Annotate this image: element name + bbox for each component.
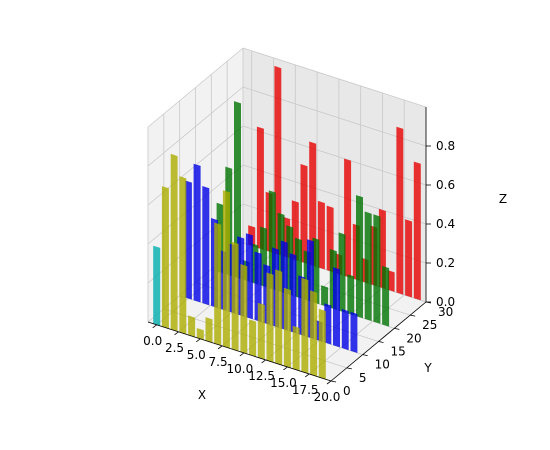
x-tick	[326, 380, 332, 385]
x-tick-label: 15.0	[270, 376, 297, 390]
bar	[312, 237, 320, 305]
bar	[289, 253, 297, 334]
x-tick	[174, 331, 179, 336]
bar	[344, 158, 352, 278]
y-tick-label: 15	[391, 345, 406, 359]
bar	[300, 164, 308, 264]
x-tick	[239, 352, 245, 357]
x-tick	[152, 324, 157, 329]
x-tick-label: 2.5	[165, 341, 184, 355]
y-tick	[330, 380, 337, 383]
bar	[161, 186, 169, 329]
z-grid-back	[242, 47, 427, 108]
bar	[396, 126, 404, 295]
bar	[413, 161, 421, 301]
bar	[310, 290, 318, 377]
bar	[405, 219, 413, 298]
bar	[275, 269, 283, 366]
y-tick-label: 25	[422, 318, 437, 332]
x-tick-label: 20.0	[314, 390, 341, 404]
y-tick	[346, 367, 352, 370]
bar	[257, 302, 265, 360]
y-tick-label: 0	[343, 384, 351, 398]
bar	[184, 180, 192, 300]
z-grid-back	[242, 164, 427, 225]
z-tick-label: 0.8	[436, 139, 455, 153]
z-tick-label: 0.0	[436, 295, 455, 309]
bar	[231, 241, 239, 352]
bar	[321, 285, 329, 307]
z-grid-left	[147, 86, 244, 167]
bar	[333, 267, 340, 348]
bar	[193, 163, 201, 303]
z-axis-label: Z	[499, 192, 507, 206]
bar	[196, 328, 204, 340]
y-tick-label: 20	[406, 331, 421, 345]
bar	[214, 222, 222, 346]
bar	[266, 272, 274, 363]
bar	[373, 214, 381, 324]
bar	[240, 264, 248, 354]
bar	[387, 270, 395, 292]
x-tick	[283, 366, 288, 371]
bar	[205, 317, 213, 343]
x-tick-label: 5.0	[187, 348, 206, 362]
x-axis-label: X	[198, 388, 206, 402]
x-tick-label: 0.0	[143, 334, 162, 348]
bar	[153, 245, 161, 326]
x-tick-label: 7.5	[209, 355, 228, 369]
bar	[245, 233, 253, 320]
x-tick-label: 10.0	[226, 362, 253, 376]
tick-marks: 0.02.55.07.510.012.515.017.520.0 05101520…	[143, 107, 455, 404]
z-grid-back	[242, 125, 427, 186]
z-tick-label: 0.6	[436, 178, 455, 192]
y-tick	[410, 314, 416, 317]
y-tick	[394, 327, 400, 330]
bar	[382, 265, 390, 327]
bar	[301, 277, 309, 374]
bar	[249, 319, 257, 357]
bar	[170, 153, 178, 332]
x-tick-label: 12.5	[248, 369, 275, 383]
y-tick	[378, 341, 384, 343]
z-grid-back	[242, 86, 427, 147]
bar	[202, 186, 210, 306]
z-grid-left	[147, 47, 244, 128]
bar	[274, 65, 282, 256]
y-axis-label: Y	[423, 361, 432, 375]
y-tick	[362, 354, 368, 357]
bar	[234, 101, 241, 279]
bar	[292, 325, 300, 371]
bar	[317, 200, 325, 270]
x-tick-label: 17.5	[292, 383, 319, 397]
bar	[318, 308, 326, 380]
z-tick-label: 0.4	[436, 217, 455, 231]
bar	[341, 308, 349, 351]
y-tick-label: 30	[438, 305, 453, 319]
x-tick	[217, 345, 223, 350]
z-tick-label: 0.2	[436, 256, 455, 270]
y-tick-label: 10	[375, 358, 390, 372]
bars	[153, 65, 421, 380]
bar	[256, 126, 264, 250]
bar	[188, 315, 196, 338]
x-tick	[304, 373, 310, 378]
bar	[347, 274, 355, 316]
y-tick-label: 5	[359, 371, 367, 385]
bar	[283, 287, 291, 369]
bar	[350, 311, 358, 353]
bar	[338, 232, 346, 313]
bar	[324, 303, 332, 345]
x-tick	[196, 338, 201, 343]
axis-labels: X Y Z	[198, 192, 507, 402]
bar	[179, 176, 187, 335]
bar	[356, 195, 363, 319]
bar	[222, 190, 230, 349]
x-tick	[261, 359, 266, 364]
bar	[364, 211, 372, 321]
bar	[309, 141, 317, 267]
